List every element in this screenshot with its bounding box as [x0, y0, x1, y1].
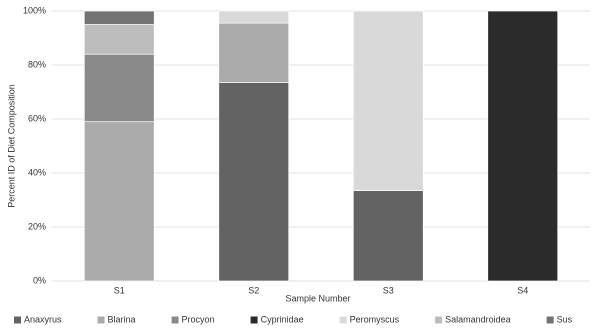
bar-segment — [83, 53, 155, 123]
x-tick-label: S2 — [248, 285, 259, 295]
legend-swatch — [435, 316, 443, 324]
legend-swatch — [339, 316, 347, 324]
bar-segment — [83, 10, 155, 25]
bar-segment — [218, 10, 290, 24]
bar-segment — [352, 10, 424, 191]
legend-swatch — [546, 316, 554, 324]
bar-segment — [352, 190, 424, 282]
x-tick-label: S1 — [114, 285, 125, 295]
y-tick-label: 0% — [33, 275, 46, 285]
bar-segment — [487, 10, 559, 282]
bar-segment — [218, 82, 290, 282]
y-tick-label: 100% — [23, 5, 46, 15]
legend-label: Procyon — [182, 314, 215, 324]
x-tick-label: S4 — [517, 285, 528, 295]
legend-label: Anaxyrus — [24, 314, 62, 324]
legend-swatch — [97, 316, 105, 324]
legend-swatch — [171, 316, 179, 324]
legend-label: Salamandroidea — [445, 314, 511, 324]
bar-segment — [218, 22, 290, 83]
bar-segment — [83, 24, 155, 55]
x-tick-label: S3 — [383, 285, 394, 295]
y-tick-label: 40% — [28, 167, 46, 177]
x-axis-title: Sample Number — [285, 293, 350, 303]
legend-label: Blarina — [108, 314, 136, 324]
y-tick-label: 80% — [28, 59, 46, 69]
legend-label: Peromyscus — [350, 314, 400, 324]
legend-label: Cyprinidae — [261, 314, 304, 324]
legend-swatch — [250, 316, 258, 324]
y-axis-title: Percent ID of Diet Composition — [6, 84, 16, 208]
bar-segment — [83, 121, 155, 282]
legend-swatch — [14, 316, 21, 324]
legend-label: Sus — [557, 314, 573, 324]
y-tick-label: 60% — [28, 113, 46, 123]
y-tick-label: 20% — [28, 221, 46, 231]
